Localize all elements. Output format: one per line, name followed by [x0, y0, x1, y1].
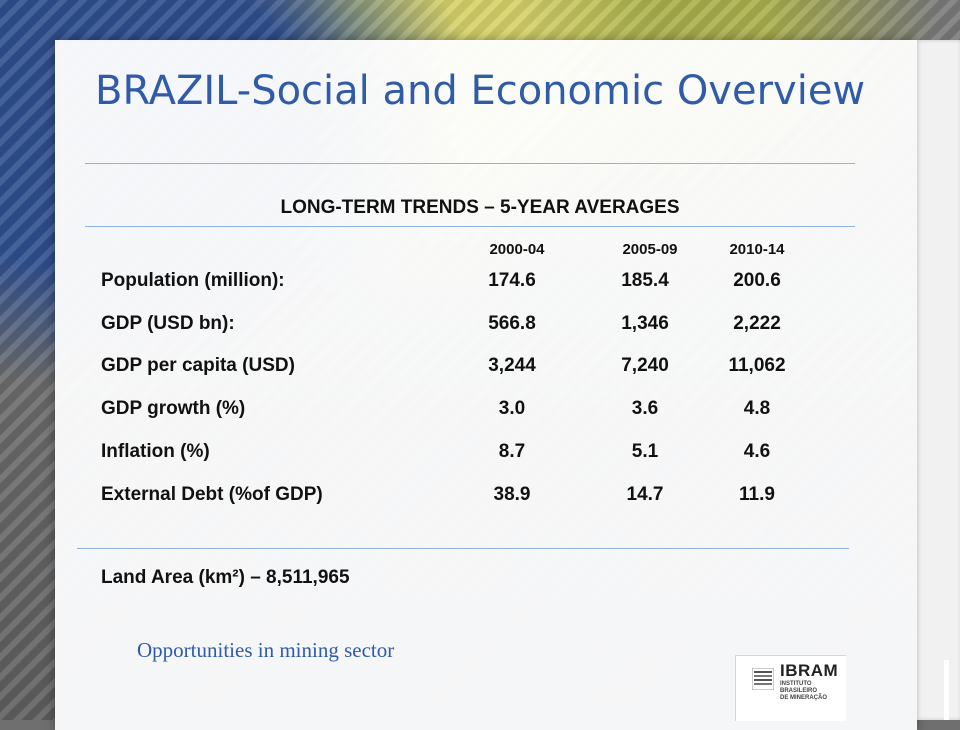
cell-gdp-per-capita-2010-14: 11,062 — [728, 355, 786, 376]
cell-gdp-2005-09: 1,346 — [621, 313, 669, 334]
cell-gdp-growth-2010-14: 4.8 — [743, 398, 771, 419]
cell-external-debt-2010-14: 11.9 — [739, 484, 775, 505]
table-subtitle: LONG-TERM TRENDS – 5-YEAR AVERAGES — [280, 197, 680, 218]
logo-subtitle-line-2: DE MINERAÇÃO — [780, 695, 828, 701]
row-label-gdp-growth: GDP growth (%) — [101, 398, 246, 419]
divider-subtitle — [85, 226, 855, 227]
column-header-2000-04: 2000-04 — [489, 241, 545, 258]
cell-population-2005-09: 185.4 — [621, 270, 669, 291]
logo-subtitle: INSTITUTO BRASILEIRO DE MINERAÇÃO — [780, 681, 840, 702]
land-area: Land Area (km²) – 8,511,965 — [101, 567, 350, 588]
divider-top — [85, 163, 855, 164]
column-header-2005-09: 2005-09 — [622, 241, 678, 258]
cell-population-2010-14: 200.6 — [733, 270, 781, 291]
divider-bottom — [77, 548, 849, 549]
slide-right-strip — [944, 660, 949, 720]
cell-external-debt-2005-09: 14.7 — [626, 484, 664, 505]
cell-population-2000-04: 174.6 — [488, 270, 536, 291]
row-label-gdp-per-capita: GDP per capita (USD) — [101, 355, 295, 376]
cell-gdp-growth-2000-04: 3.0 — [498, 398, 526, 419]
cell-external-debt-2000-04: 38.9 — [493, 484, 531, 505]
row-label-gdp: GDP (USD bn): — [101, 313, 235, 334]
slide-right-edge — [917, 40, 960, 720]
cell-inflation-2010-14: 4.6 — [743, 441, 771, 462]
logo-subtitle-line-1: INSTITUTO BRASILEIRO — [780, 681, 818, 694]
logo-name: IBRAM — [780, 661, 839, 680]
row-label-inflation: Inflation (%) — [101, 441, 210, 462]
footer-text: Opportunities in mining sector — [137, 638, 395, 662]
cell-inflation-2000-04: 8.7 — [498, 441, 526, 462]
cell-gdp-2000-04: 566.8 — [488, 313, 536, 334]
cell-gdp-growth-2005-09: 3.6 — [631, 398, 659, 419]
cell-gdp-2010-14: 2,222 — [733, 313, 781, 334]
cell-gdp-per-capita-2005-09: 7,240 — [621, 355, 669, 376]
slide-panel — [55, 40, 917, 730]
row-label-population: Population (million): — [101, 270, 285, 291]
slide-title: BRAZIL-Social and Economic Overview — [95, 68, 866, 114]
ibram-stripes-icon — [752, 668, 774, 690]
cell-inflation-2005-09: 5.1 — [631, 441, 659, 462]
row-label-external-debt: External Debt (%of GDP) — [101, 484, 323, 505]
column-header-2010-14: 2010-14 — [729, 241, 785, 258]
cell-gdp-per-capita-2000-04: 3,244 — [488, 355, 536, 376]
